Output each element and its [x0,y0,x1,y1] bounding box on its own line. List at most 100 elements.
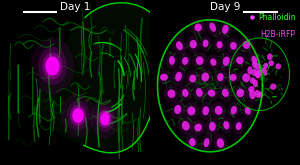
Ellipse shape [196,56,203,65]
Ellipse shape [232,85,248,101]
Ellipse shape [100,112,110,125]
Ellipse shape [179,85,192,101]
Ellipse shape [228,102,240,119]
Ellipse shape [166,52,178,69]
Ellipse shape [257,70,262,77]
Ellipse shape [160,74,168,81]
Ellipse shape [242,73,250,82]
Ellipse shape [219,52,233,70]
Ellipse shape [217,41,223,49]
Ellipse shape [245,107,251,115]
Ellipse shape [230,74,237,81]
Ellipse shape [253,79,258,87]
Ellipse shape [230,42,237,50]
Ellipse shape [72,108,84,123]
Ellipse shape [214,69,227,85]
Ellipse shape [164,85,179,102]
Ellipse shape [186,71,200,86]
Ellipse shape [186,36,200,53]
Ellipse shape [189,75,196,82]
Ellipse shape [213,133,228,153]
Ellipse shape [176,41,183,50]
Ellipse shape [200,36,212,51]
Ellipse shape [252,62,257,68]
Ellipse shape [186,134,199,150]
Ellipse shape [250,77,256,84]
Ellipse shape [258,91,263,98]
Ellipse shape [209,23,216,32]
Text: Phalloidin: Phalloidin [258,13,296,22]
Ellipse shape [255,63,261,70]
Ellipse shape [222,89,229,97]
Ellipse shape [192,52,207,69]
Ellipse shape [182,89,189,97]
Ellipse shape [189,138,196,146]
Ellipse shape [167,90,175,98]
Ellipse shape [217,138,224,148]
Ellipse shape [194,124,202,132]
Ellipse shape [172,67,185,86]
Ellipse shape [224,121,230,130]
Ellipse shape [182,121,190,131]
Ellipse shape [248,51,260,69]
Ellipse shape [206,18,219,36]
Ellipse shape [239,36,254,53]
Ellipse shape [170,100,185,119]
Ellipse shape [236,57,244,64]
Ellipse shape [42,53,63,79]
Ellipse shape [190,40,197,49]
Ellipse shape [206,117,219,136]
Ellipse shape [252,69,258,76]
Ellipse shape [222,25,229,34]
Ellipse shape [255,90,260,98]
Text: H2B-iRFP: H2B-iRFP [260,30,296,39]
Ellipse shape [220,117,232,134]
Ellipse shape [91,99,119,139]
Ellipse shape [156,70,172,84]
Ellipse shape [70,105,86,126]
Ellipse shape [248,86,254,92]
Ellipse shape [38,47,67,85]
Ellipse shape [190,120,206,135]
Ellipse shape [172,37,186,55]
Ellipse shape [218,84,232,101]
Ellipse shape [268,60,274,66]
Ellipse shape [270,83,276,90]
Ellipse shape [61,93,95,138]
Ellipse shape [217,73,224,81]
Ellipse shape [179,53,192,69]
Ellipse shape [174,105,182,114]
Ellipse shape [263,63,268,69]
Polygon shape [230,38,290,111]
Ellipse shape [182,57,188,65]
Polygon shape [158,20,262,152]
Ellipse shape [201,134,212,152]
Ellipse shape [231,106,237,115]
Ellipse shape [248,66,253,75]
Ellipse shape [251,56,257,65]
Polygon shape [39,3,150,153]
Ellipse shape [67,101,89,130]
Ellipse shape [203,40,208,47]
Ellipse shape [226,38,240,54]
Ellipse shape [194,23,202,31]
Ellipse shape [275,63,281,69]
Ellipse shape [191,19,206,35]
Ellipse shape [249,90,256,99]
Ellipse shape [232,53,248,68]
Ellipse shape [192,84,206,101]
Ellipse shape [214,37,226,52]
Ellipse shape [219,20,232,39]
Ellipse shape [199,102,212,120]
Ellipse shape [238,69,254,87]
Ellipse shape [232,118,245,134]
Ellipse shape [98,110,112,128]
Ellipse shape [209,122,216,131]
Ellipse shape [178,116,194,135]
Ellipse shape [255,71,260,78]
Ellipse shape [197,68,213,86]
Ellipse shape [175,72,182,81]
Ellipse shape [187,106,195,115]
Ellipse shape [223,57,230,66]
Ellipse shape [208,90,215,97]
